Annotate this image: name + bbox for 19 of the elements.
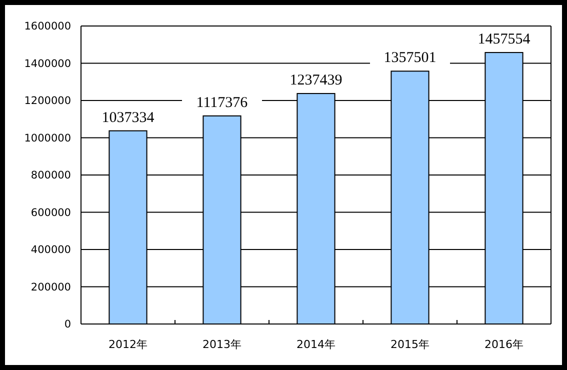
- x-tick-label: 2014年: [296, 338, 336, 351]
- data-label: 1037334: [102, 110, 155, 126]
- data-label: 1357501: [384, 50, 436, 66]
- x-tick-label: 2013年: [202, 338, 242, 351]
- y-tick-label: 0: [64, 318, 71, 331]
- y-tick-label: 200000: [30, 281, 71, 294]
- y-tick-label: 1600000: [24, 20, 71, 33]
- x-tick-label: 2015年: [390, 338, 430, 351]
- y-tick-label: 600000: [30, 206, 71, 219]
- y-tick-label: 1200000: [24, 95, 71, 108]
- y-tick-label: 1000000: [24, 132, 71, 144]
- data-label: 1457554: [478, 32, 531, 48]
- y-tick-label: 800000: [30, 170, 71, 182]
- y-tick-label: 400000: [30, 244, 71, 256]
- x-tick-label: 2012年: [108, 338, 148, 351]
- data-label: 1237439: [290, 72, 342, 89]
- y-tick-label: 1400000: [24, 58, 71, 70]
- x-tick-label: 2016年: [484, 338, 524, 351]
- data-label: 1117376: [196, 94, 248, 111]
